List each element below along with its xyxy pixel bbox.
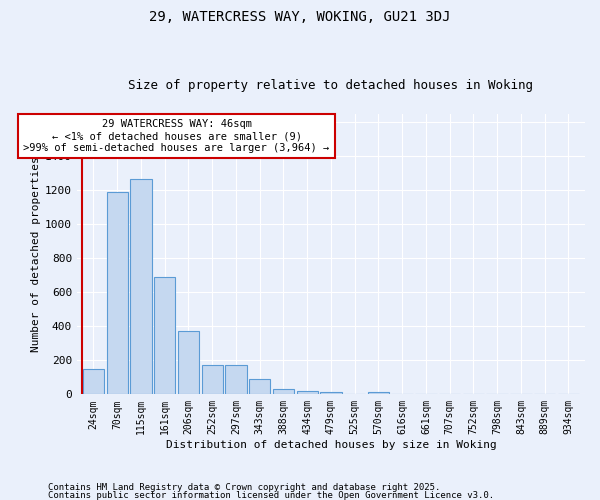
Title: Size of property relative to detached houses in Woking: Size of property relative to detached ho… [128,79,533,92]
Text: 29 WATERCRESS WAY: 46sqm
← <1% of detached houses are smaller (9)
>99% of semi-d: 29 WATERCRESS WAY: 46sqm ← <1% of detach… [23,120,330,152]
Bar [225,366,247,394]
Text: Contains HM Land Registry data © Crown copyright and database right 2025.: Contains HM Land Registry data © Crown c… [48,483,440,492]
Bar [107,192,128,394]
Bar [130,180,152,394]
Bar [296,391,318,394]
X-axis label: Distribution of detached houses by size in Woking: Distribution of detached houses by size … [166,440,496,450]
Y-axis label: Number of detached properties: Number of detached properties [31,156,41,352]
Bar [273,389,294,394]
Text: Contains public sector information licensed under the Open Government Licence v3: Contains public sector information licen… [48,490,494,500]
Text: 29, WATERCRESS WAY, WOKING, GU21 3DJ: 29, WATERCRESS WAY, WOKING, GU21 3DJ [149,10,451,24]
Bar [154,277,175,394]
Bar [320,392,341,394]
Bar [249,379,271,394]
Bar [178,330,199,394]
Bar [83,369,104,394]
Bar [368,392,389,394]
Bar [202,364,223,394]
